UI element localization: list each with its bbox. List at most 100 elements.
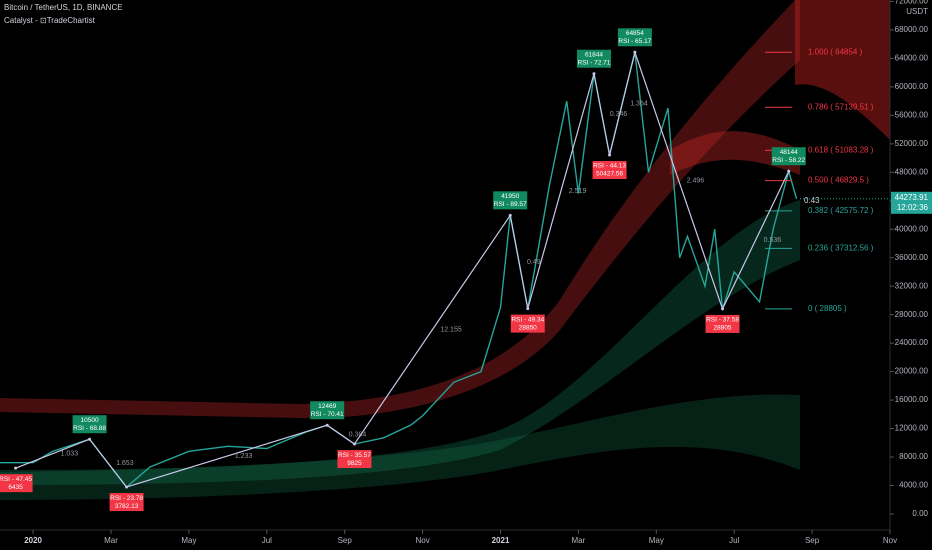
pivot-price: 48144 <box>780 149 798 156</box>
zigzag-ratio: 2.519 <box>569 188 587 195</box>
pivot-price: 28805 <box>713 325 731 332</box>
zigzag-ratio: 0.384 <box>349 431 367 438</box>
pivot-box <box>617 28 652 47</box>
x-tick-label: Mar <box>104 536 118 545</box>
x-tick-label: Sep <box>805 536 820 545</box>
pivot-rsi: RSI - 37.58 <box>706 317 739 324</box>
pivot-box <box>72 415 107 434</box>
zigzag <box>15 50 790 488</box>
x-tick-label: Nov <box>883 536 897 545</box>
zigzag-ratio: 12.155 <box>440 327 462 334</box>
band-red-top <box>795 0 890 140</box>
x-tick-label: Nov <box>415 536 429 545</box>
pivot-point <box>592 72 596 76</box>
pivot-point <box>352 442 356 446</box>
y-tick-label: 52000.00 <box>895 139 929 148</box>
pivot-price: 41950 <box>501 193 519 200</box>
pivot-box <box>771 147 806 166</box>
pivot-rsi: RSI - 65.17 <box>618 38 651 45</box>
pivot-rsi: RSI - 23.78 <box>110 495 143 502</box>
pivot-rsi: RSI - 58.22 <box>772 157 805 164</box>
x-tick-label: Mar <box>572 536 586 545</box>
pivot-box <box>310 401 345 420</box>
last-price-tag <box>891 191 932 214</box>
y-tick-label: 12000.00 <box>895 424 929 433</box>
pivot-rsi: RSI - 44.13 <box>593 163 626 170</box>
y-tick-label: 24000.00 <box>895 338 929 347</box>
y-tick-label: 60000.00 <box>895 82 929 91</box>
fib-label: 0.382 ( 42575.72 ) <box>808 206 874 215</box>
pivot-price: 9825 <box>347 460 362 467</box>
pivot-rsi: RSI - 35.57 <box>338 452 371 459</box>
x-tick-label: May <box>649 536 664 545</box>
y-tick-label: 28000.00 <box>895 310 929 319</box>
band-green <box>0 200 800 485</box>
x-tick-label: Jul <box>262 536 272 545</box>
pivot-point <box>325 423 329 427</box>
pivot-price: 64854 <box>626 30 644 37</box>
pivot-point <box>526 307 530 311</box>
pivot-box <box>493 191 528 210</box>
band-red <box>0 0 800 419</box>
zigzag-ratio: 1.033 <box>61 451 79 458</box>
y-tick-label: 56000.00 <box>895 110 929 119</box>
fib-label: 0 ( 28805 ) <box>808 304 847 313</box>
y-tick-label: 8000.00 <box>899 452 928 461</box>
pivot-point <box>721 307 725 311</box>
y-tick-label: 40000.00 <box>895 224 929 233</box>
pivot-price: 61844 <box>585 51 603 58</box>
currency: USDT <box>906 7 928 16</box>
zigzag-ratio: 1.233 <box>235 453 253 460</box>
fib-label: 0.236 ( 37312.56 ) <box>808 243 874 252</box>
y-tick-label: 20000.00 <box>895 367 929 376</box>
pivot-box <box>592 160 627 179</box>
zigzag-ratio: 1.653 <box>116 460 134 467</box>
y-tick-label: 64000.00 <box>895 53 929 62</box>
pivot-rsi: RSI - 68.88 <box>73 425 106 432</box>
y-tick-label: 4000.00 <box>899 481 928 490</box>
pivot-box <box>576 49 611 68</box>
y-tick-label: 32000.00 <box>895 281 929 290</box>
chart-subtitle: Catalyst - ⊡TradeChartist <box>4 16 96 25</box>
x-tick-label: May <box>181 536 196 545</box>
pivot-price: 6435 <box>8 484 23 491</box>
pivot-box <box>705 314 740 333</box>
y-tick-label: 48000.00 <box>895 167 929 176</box>
y-tick-label: 36000.00 <box>895 253 929 262</box>
zigzag-ratio: 0.536 <box>764 237 782 244</box>
band-green-low <box>0 394 800 500</box>
pivot-point <box>14 466 18 470</box>
pivot-box <box>109 493 144 512</box>
fib-label: 0.618 ( 51083.28 ) <box>808 145 874 154</box>
band-red-mid <box>670 131 800 175</box>
pivot-box <box>0 474 33 493</box>
fib-label: 1.000 ( 64854 ) <box>808 47 863 56</box>
pivot-point <box>125 485 129 489</box>
y-tick-label: 16000.00 <box>895 395 929 404</box>
y-tick-label: 72000.00 <box>895 0 929 6</box>
x-tick-label: 2021 <box>492 536 510 545</box>
y-tick-label: 0.00 <box>912 509 928 518</box>
pivot-point <box>508 213 512 217</box>
pivot-price: 12469 <box>318 403 336 410</box>
countdown: 12:02:36 <box>897 203 929 212</box>
pivot-point <box>608 153 612 157</box>
zigzag-ratio: 1.364 <box>630 100 648 107</box>
x-tick-label: Sep <box>338 536 353 545</box>
y-tick-label: 68000.00 <box>895 25 929 34</box>
x-tick-label: 2020 <box>24 536 42 545</box>
pivot-point <box>787 169 791 173</box>
pivot-price: 50427.56 <box>596 171 623 178</box>
pivot-box <box>337 450 372 469</box>
zigzag-ratio: 2.496 <box>687 177 705 184</box>
fib-label: 0.500 ( 46829.5 ) <box>808 176 869 185</box>
annotation: 0.43 <box>804 196 820 205</box>
pivot-rsi: RSI - 47.45 <box>0 476 32 483</box>
pivot-price: 28850 <box>519 324 537 331</box>
pivot-price: 10500 <box>81 417 99 424</box>
fib-label: 0.786 ( 57139.51 ) <box>808 102 874 111</box>
chart-title: Bitcoin / TetherUS, 1D, BINANCE <box>4 3 123 12</box>
